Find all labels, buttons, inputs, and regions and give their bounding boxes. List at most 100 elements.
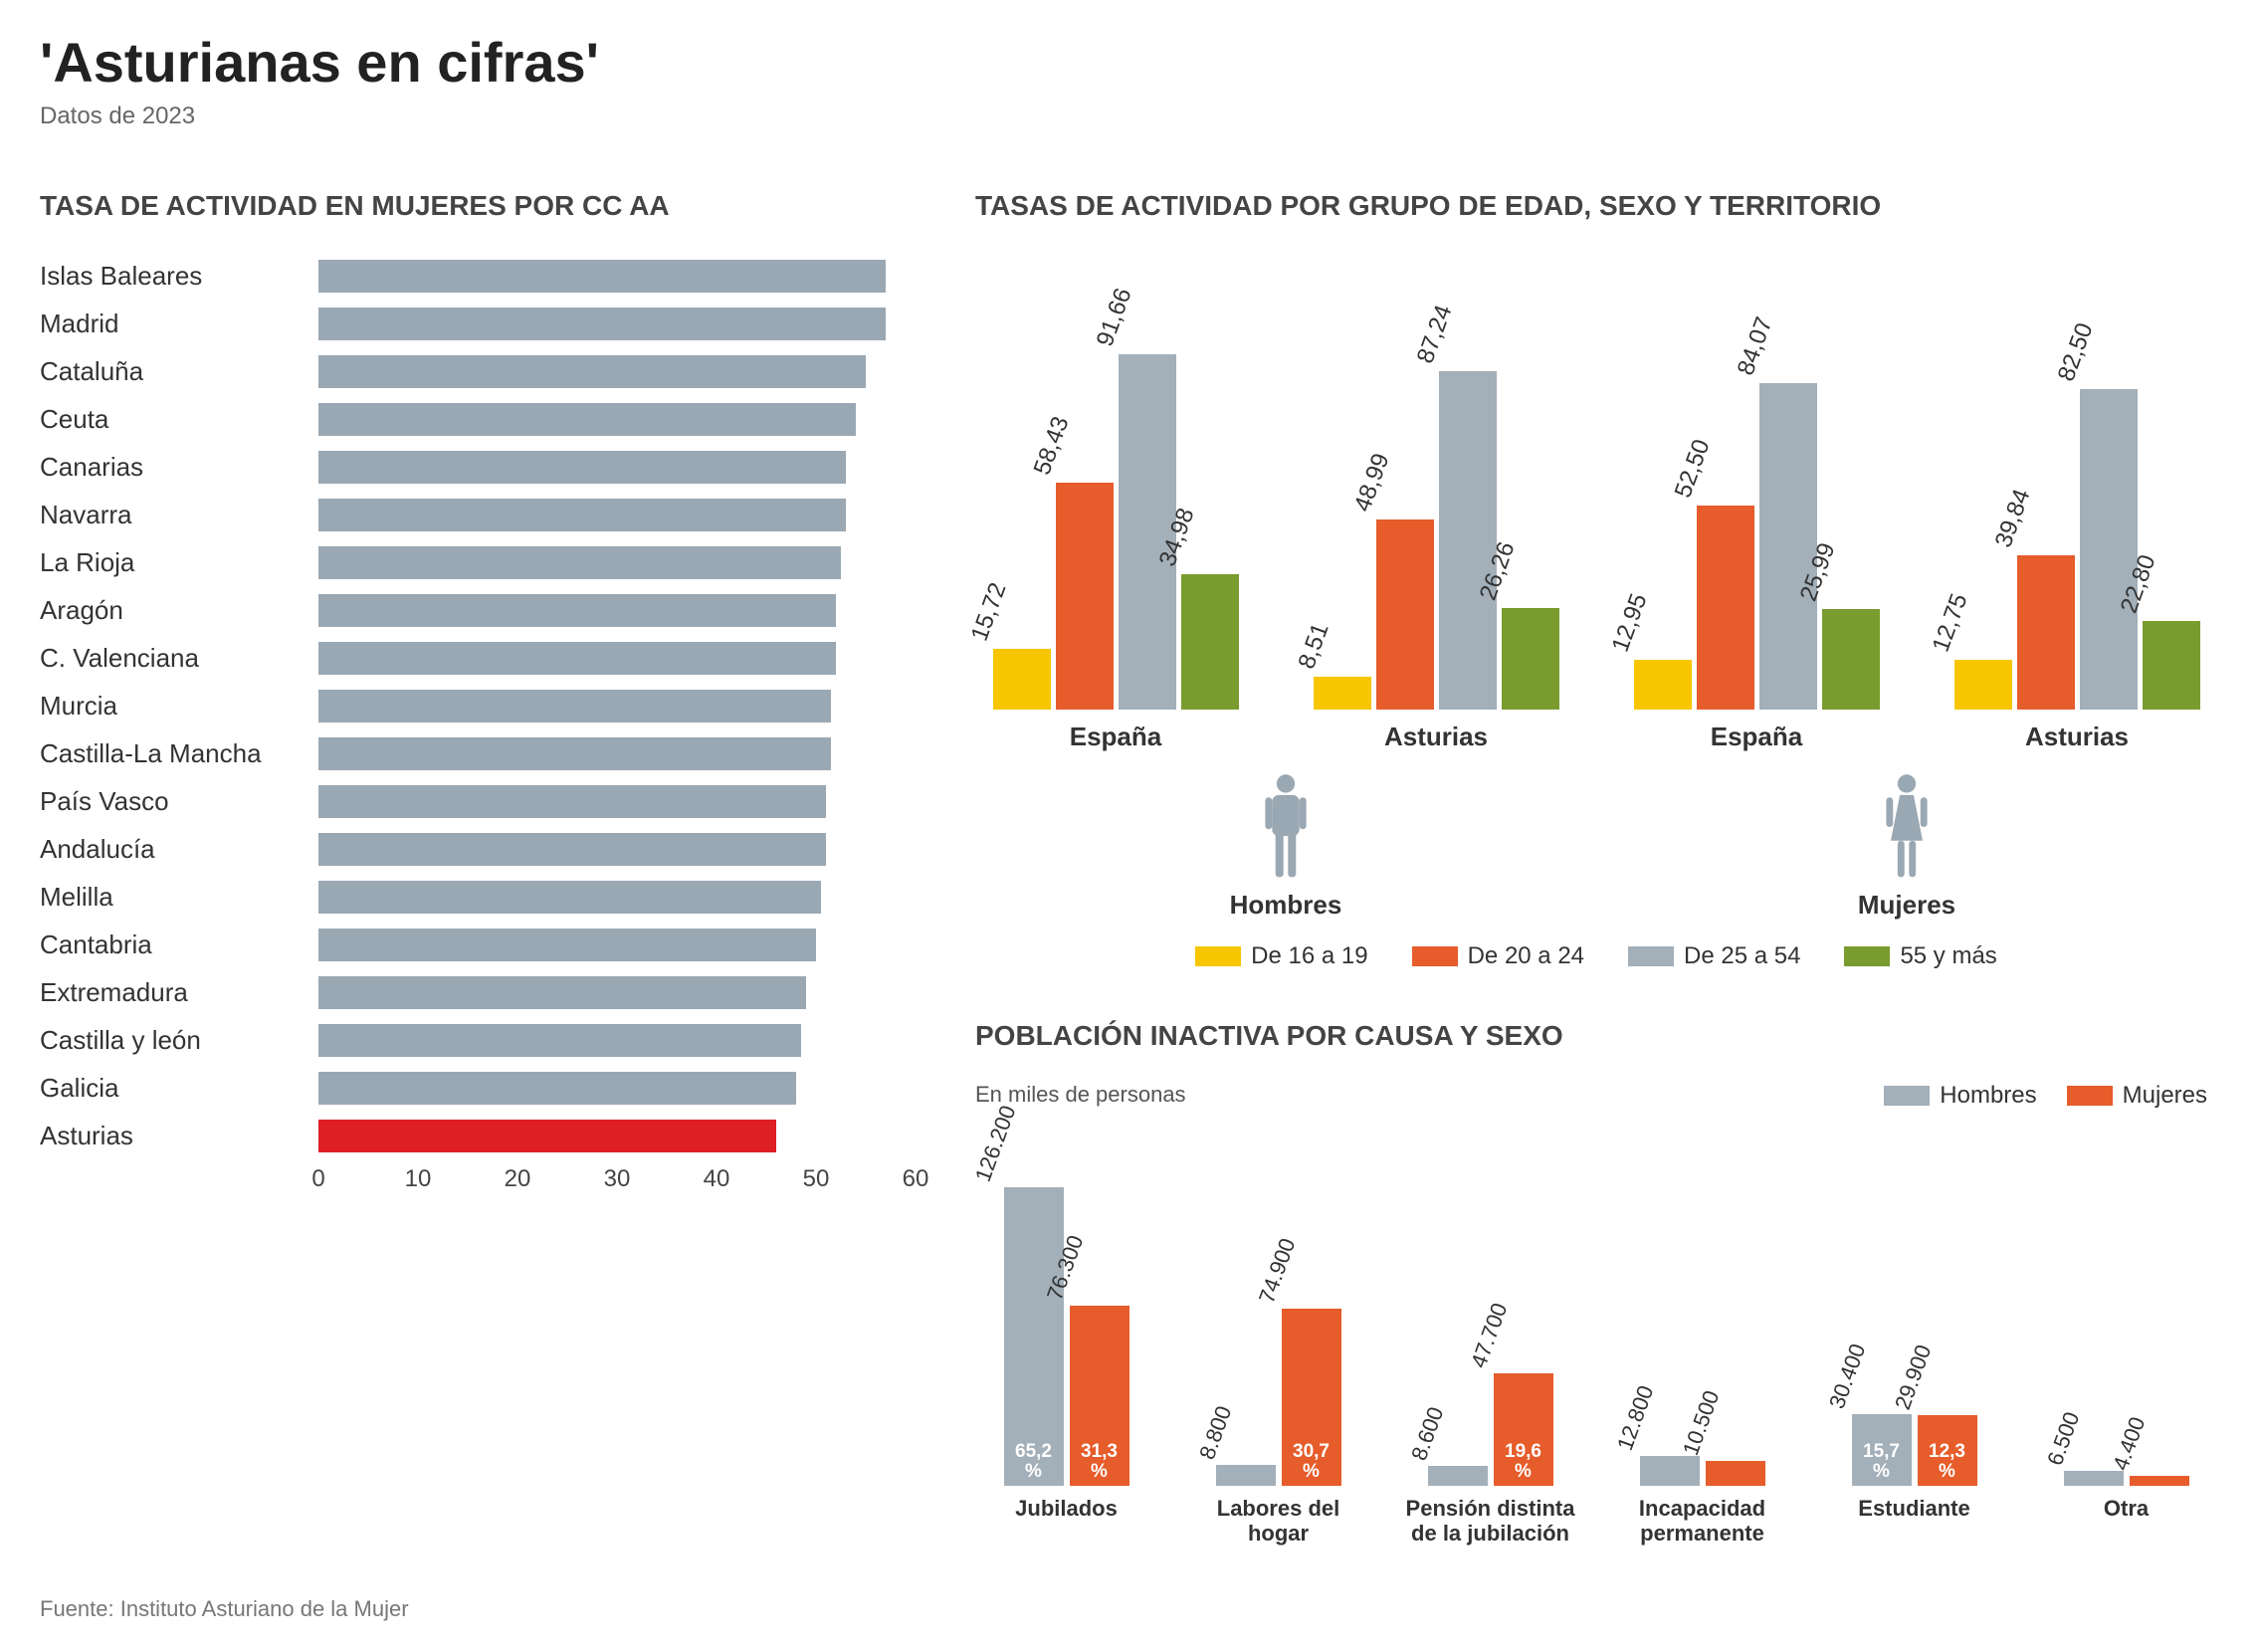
gender-female: Mujeres bbox=[1596, 772, 2217, 921]
hbar-row-label: Melilla bbox=[40, 873, 305, 921]
grouped-region-label: Asturias bbox=[1947, 722, 2207, 752]
grouped-bar: 34,98 bbox=[1181, 574, 1239, 710]
grouped-region-label: España bbox=[1626, 722, 1887, 752]
hbar-fill bbox=[318, 833, 826, 866]
hbar-row-label: Andalucía bbox=[40, 825, 305, 873]
grouped-bar-fill bbox=[2017, 555, 2075, 710]
grouped-bar-value: 12,95 bbox=[1606, 589, 1653, 655]
female-icon bbox=[1879, 772, 1935, 882]
inactive-pair: 8.600 47.70019,6% bbox=[1399, 1373, 1581, 1486]
inactive-category-label: Estudiante bbox=[1823, 1496, 2005, 1547]
grouped-bar: 26,26 bbox=[1502, 608, 1559, 710]
inactive-bar-value: 47.700 bbox=[1465, 1299, 1512, 1370]
hbar-row bbox=[318, 538, 916, 586]
hbar-row-label: Navarra bbox=[40, 491, 305, 538]
source-line: Fuente: Instituto Asturiano de la Mujer bbox=[40, 1596, 2217, 1622]
inactive-bar: 10.500 bbox=[1706, 1461, 1765, 1486]
hbar-fill bbox=[318, 499, 846, 531]
hbar-x-axis: 0102030405060 bbox=[318, 1165, 916, 1195]
hbar-fill bbox=[318, 1120, 776, 1152]
hbar-row bbox=[318, 443, 916, 491]
grouped-bar-fill bbox=[1634, 660, 1692, 711]
hbar-row-label: Aragón bbox=[40, 586, 305, 634]
legend-label: 55 y más bbox=[1900, 942, 1996, 970]
grouped-bar: 48,99 bbox=[1376, 519, 1434, 710]
legend-item: Hombres bbox=[1884, 1082, 2036, 1110]
grouped-bar: 84,07 bbox=[1759, 383, 1817, 710]
inactive-pair: 12.80010.500 bbox=[1611, 1456, 1793, 1486]
grouped-bar-value: 58,43 bbox=[1028, 413, 1075, 479]
inactive-pair: 8.800 74.90030,7% bbox=[1187, 1309, 1369, 1486]
grouped-bar-value: 84,07 bbox=[1732, 313, 1778, 379]
hbar-tick: 40 bbox=[704, 1165, 730, 1193]
right-column: TASAS DE ACTIVIDAD POR GRUPO DE EDAD, SE… bbox=[975, 190, 2217, 1547]
inactive-bar-pct: 12,3% bbox=[1918, 1442, 1977, 1482]
hbar-row-label: Canarias bbox=[40, 443, 305, 491]
grouped-bar-group: 12,7539,8482,5022,80 bbox=[1947, 389, 2207, 710]
grouped-legend: De 16 a 19De 20 a 24De 25 a 5455 y más bbox=[975, 942, 2217, 970]
hbar-tick: 20 bbox=[505, 1165, 531, 1193]
grouped-bar-fill bbox=[1759, 383, 1817, 710]
inactive-bar-value: 4.400 bbox=[2108, 1413, 2151, 1474]
inactive-bar: 47.70019,6% bbox=[1494, 1373, 1553, 1486]
hbar-fill bbox=[318, 881, 821, 914]
legend-item: Mujeres bbox=[2067, 1082, 2207, 1110]
main-title: 'Asturianas en cifras' bbox=[40, 30, 2217, 95]
inactive-bar-value: 8.800 bbox=[1194, 1402, 1237, 1463]
grouped-bar-value: 52,50 bbox=[1669, 436, 1716, 502]
grouped-bar-fill bbox=[2080, 389, 2138, 710]
inactive-bar: 12.800 bbox=[1640, 1456, 1700, 1486]
hbar-row bbox=[318, 777, 916, 825]
inactive-bar-value: 30.400 bbox=[1823, 1341, 1870, 1412]
infographic-root: 'Asturianas en cifras' Datos de 2023 TAS… bbox=[40, 30, 2217, 1622]
hbar-row-label: Extremadura bbox=[40, 968, 305, 1016]
gender-male: Hombres bbox=[975, 772, 1596, 921]
hbar-tick: 30 bbox=[604, 1165, 631, 1193]
grouped-bar-fill bbox=[1822, 609, 1880, 710]
inactive-bar: 74.90030,7% bbox=[1282, 1309, 1341, 1486]
grouped-title: TASAS DE ACTIVIDAD POR GRUPO DE EDAD, SE… bbox=[975, 190, 2217, 222]
grouped-bar-value: 8,51 bbox=[1293, 619, 1334, 672]
inactive-category-label: Otra bbox=[2035, 1496, 2217, 1547]
grouped-bar-fill bbox=[1954, 660, 2012, 710]
inactive-bar: 30.40015,7% bbox=[1852, 1414, 1912, 1486]
hbar-fill bbox=[318, 260, 886, 293]
hbar-chart: Islas BalearesMadridCataluñaCeutaCanaria… bbox=[40, 252, 916, 1195]
grouped-bar: 15,72 bbox=[993, 649, 1051, 710]
legend-swatch bbox=[1195, 946, 1241, 966]
gender-male-label: Hombres bbox=[975, 890, 1596, 921]
inactive-bar-value: 29.900 bbox=[1889, 1342, 1936, 1413]
inactive-bar-value: 8.600 bbox=[1406, 1403, 1449, 1464]
hbar-row bbox=[318, 729, 916, 777]
hbar-row bbox=[318, 1064, 916, 1112]
hbar-fill bbox=[318, 690, 831, 723]
inactive-bar-value: 126.200 bbox=[969, 1102, 1021, 1185]
grouped-bar: 25,99 bbox=[1822, 609, 1880, 710]
inactive-chart: POBLACIÓN INACTIVA POR CAUSA Y SEXO En m… bbox=[975, 1020, 2217, 1547]
grouped-bar-group: 15,7258,4391,6634,98 bbox=[985, 354, 1246, 710]
legend-swatch bbox=[1412, 946, 1458, 966]
inactive-bar-value: 10.500 bbox=[1677, 1387, 1724, 1459]
hbar-row bbox=[318, 300, 916, 347]
left-column: TASA DE ACTIVIDAD EN MUJERES POR CC AA I… bbox=[40, 190, 916, 1547]
inactive-bar-value: 6.500 bbox=[2042, 1408, 2085, 1469]
inactive-bar-pct: 19,6% bbox=[1494, 1442, 1553, 1482]
hbar-row-label: Castilla y león bbox=[40, 1016, 305, 1064]
hbar-fill bbox=[318, 1024, 801, 1057]
hbar-row bbox=[318, 682, 916, 729]
hbar-row bbox=[318, 491, 916, 538]
inactive-bar-pct: 65,2% bbox=[1004, 1442, 1064, 1482]
grouped-bar: 87,24 bbox=[1439, 371, 1497, 710]
hbar-fill bbox=[318, 737, 831, 770]
hbar-row bbox=[318, 634, 916, 682]
grouped-bar-fill bbox=[1439, 371, 1497, 710]
hbar-row-label: Castilla-La Mancha bbox=[40, 729, 305, 777]
inactive-bar: 29.90012,3% bbox=[1918, 1415, 1977, 1486]
legend-swatch bbox=[1884, 1086, 1930, 1106]
inactive-category-label: Labores del hogar bbox=[1187, 1496, 1369, 1547]
grouped-bar: 82,50 bbox=[2080, 389, 2138, 710]
legend-label: De 25 a 54 bbox=[1684, 942, 1800, 970]
hbar-row bbox=[318, 1112, 916, 1159]
grouped-bar: 22,80 bbox=[2143, 621, 2200, 710]
hbar-row-label: Cataluña bbox=[40, 347, 305, 395]
